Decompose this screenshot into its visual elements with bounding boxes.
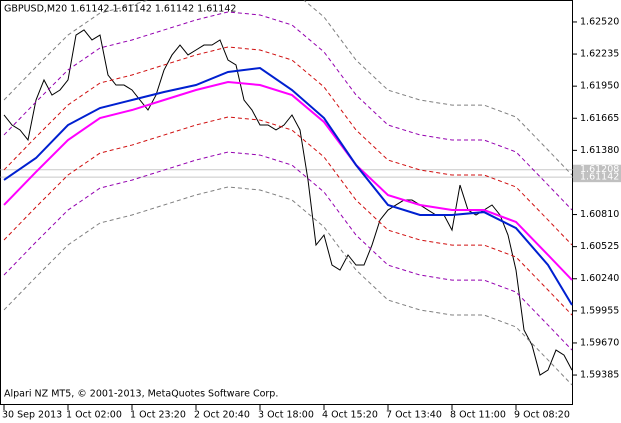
y-tick-label: 1.61950	[580, 81, 619, 92]
y-tick-label: 1.61665	[580, 113, 619, 124]
x-tick-label: 8 Oct 11:00	[450, 410, 506, 421]
y-tick-label: 1.59955	[580, 305, 619, 316]
y-tick-label: 1.59670	[580, 337, 619, 348]
x-tick-label: 1 Oct 23:20	[130, 410, 186, 421]
series-line	[3, 29, 573, 376]
x-tick-label: 1 Oct 02:00	[66, 410, 122, 421]
x-tick-label: 30 Sep 2013	[2, 410, 62, 421]
series-line	[3, 80, 573, 281]
y-tick-label: 1.60525	[580, 241, 619, 252]
x-tick-label: 7 Oct 13:40	[386, 410, 442, 421]
copyright: Alpari NZ MT5, © 2001-2013, MetaQuotes S…	[4, 389, 278, 400]
plot-frame	[0, 0, 573, 405]
y-tick-label: 1.62235	[580, 49, 619, 60]
y-tick-label: 1.61380	[580, 145, 619, 156]
y-tick-label: 1.60810	[580, 209, 619, 220]
x-tick-label: 3 Oct 18:00	[258, 410, 314, 421]
price-label-box	[573, 164, 621, 175]
x-tick-label: 2 Oct 20:40	[194, 410, 250, 421]
y-tick-label: 1.62520	[580, 16, 619, 27]
x-tick-label: 9 Oct 08:20	[514, 410, 570, 421]
y-tick-label: 1.59385	[580, 370, 619, 381]
chart-title: GBPUSD,M20 1.61142 1.61142 1.61142 1.611…	[4, 4, 236, 15]
plot-area	[0, 0, 573, 386]
price-label-box	[573, 172, 621, 183]
price-label: 1.61142	[580, 172, 619, 183]
series-line	[3, 66, 573, 306]
y-tick-label: 1.60240	[580, 273, 619, 284]
price-label: 1.61208	[580, 164, 619, 175]
x-tick-label: 4 Oct 15:20	[322, 410, 378, 421]
